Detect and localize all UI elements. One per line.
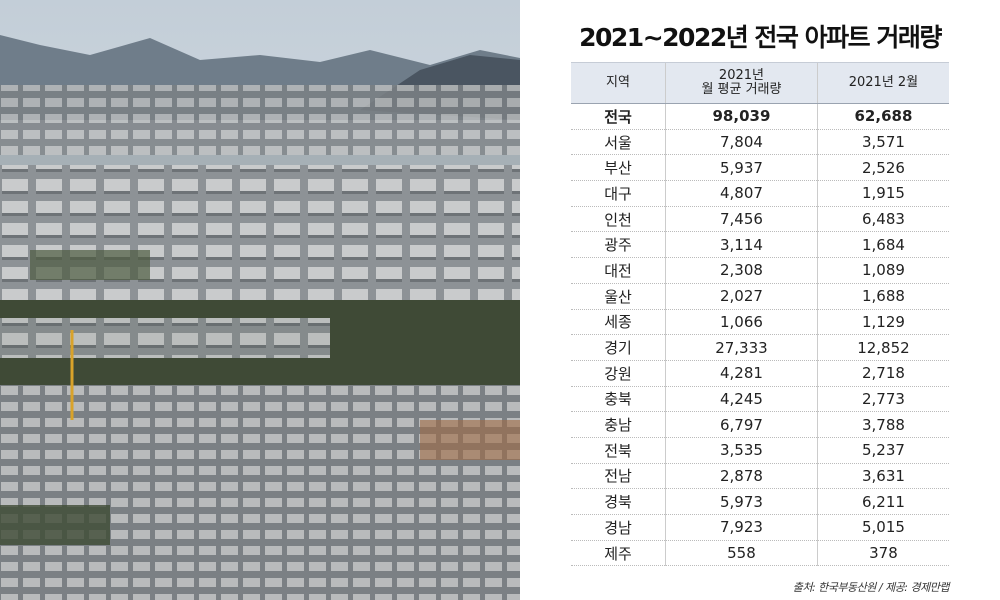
value-cell: 1,684 xyxy=(816,231,949,259)
table-row: 충남 6,797 3,788 xyxy=(571,411,949,438)
region-cell: 부산 xyxy=(571,154,666,182)
region-cell: 강원 xyxy=(571,360,666,387)
table-row: 부산 5,937 2,526 xyxy=(571,154,949,182)
table-row: 광주 3,114 1,684 xyxy=(571,231,949,259)
value-cell: 2,878 xyxy=(665,463,818,490)
table-row: 대구 4,807 1,915 xyxy=(571,180,949,207)
value-cell: 5,015 xyxy=(816,514,949,541)
region-cell: 충북 xyxy=(571,386,666,413)
value-cell: 7,804 xyxy=(665,129,818,156)
value-cell: 3,631 xyxy=(816,463,949,490)
value-cell: 5,973 xyxy=(665,488,818,515)
value-cell: 4,281 xyxy=(665,360,818,387)
region-cell: 광주 xyxy=(571,231,666,259)
value-cell: 3,114 xyxy=(665,231,818,259)
region-cell: 제주 xyxy=(571,540,666,567)
value-cell: 2,773 xyxy=(816,386,949,413)
value-cell: 1,089 xyxy=(816,257,949,284)
value-cell: 4,245 xyxy=(665,386,818,413)
value-cell: 7,456 xyxy=(665,206,818,233)
table-row: 전남 2,878 3,631 xyxy=(571,463,949,490)
value-cell: 7,923 xyxy=(665,514,818,541)
region-cell: 경북 xyxy=(571,488,666,515)
table-row: 경남 7,923 5,015 xyxy=(571,514,949,541)
table-row: 제주 558 378 xyxy=(571,540,949,567)
value-cell: 1,915 xyxy=(816,180,949,207)
value-cell: 6,797 xyxy=(665,411,818,438)
value-cell: 1,066 xyxy=(665,309,818,336)
header-cell: 2021년 월 평균 거래량 xyxy=(665,62,818,104)
value-cell: 3,788 xyxy=(816,411,949,438)
table-row: 울산 2,027 1,688 xyxy=(571,283,949,310)
region-cell: 세종 xyxy=(571,309,666,336)
table-row: 전북 3,535 5,237 xyxy=(571,437,949,464)
value-cell: 1,129 xyxy=(816,309,949,336)
region-cell: 울산 xyxy=(571,283,666,310)
region-cell: 전남 xyxy=(571,463,666,490)
value-cell: 3,535 xyxy=(665,437,818,464)
region-cell: 충남 xyxy=(571,411,666,438)
source-note: 출처: 한국부동산원 / 제공: 경제만랩 xyxy=(792,581,950,594)
value-cell: 3,571 xyxy=(816,129,949,156)
header-cell: 지역 xyxy=(571,62,666,104)
value-cell: 5,937 xyxy=(665,154,818,182)
region-cell: 경기 xyxy=(571,334,666,361)
value-cell: 6,483 xyxy=(816,206,949,233)
value-cell: 6,211 xyxy=(816,488,949,515)
table-row: 인천 7,456 6,483 xyxy=(571,206,949,233)
table-row: 경기 27,333 12,852 xyxy=(571,334,949,361)
table-row: 서울 7,804 3,571 xyxy=(571,129,949,156)
value-cell: 27,333 xyxy=(665,334,818,361)
region-cell: 서울 xyxy=(571,129,666,156)
header-row: 지역 2021년 월 평균 거래량 2021년 2월 xyxy=(571,62,949,104)
region-cell: 인천 xyxy=(571,206,666,233)
value-cell: 2,308 xyxy=(665,257,818,284)
value-cell: 1,688 xyxy=(816,283,949,310)
table-row: 충북 4,245 2,773 xyxy=(571,386,949,413)
table-row: 대전 2,308 1,089 xyxy=(571,257,949,284)
data-table: 지역 2021년 월 평균 거래량 2021년 2월 전국 98,039 62,688 서울… xyxy=(571,62,949,567)
city-photo xyxy=(0,0,520,600)
value-cell: 378 xyxy=(816,540,949,567)
table-row: 세종 1,066 1,129 xyxy=(571,309,949,336)
value-cell: 2,526 xyxy=(816,154,949,182)
region-cell: 경남 xyxy=(571,514,666,541)
value-cell: 2,718 xyxy=(816,360,949,387)
region-cell: 대구 xyxy=(571,180,666,207)
table-row: 경북 5,973 6,211 xyxy=(571,488,949,515)
value-cell: 4,807 xyxy=(665,180,818,207)
header-cell: 2021년 2월 xyxy=(816,62,949,104)
value-cell: 12,852 xyxy=(816,334,949,361)
region-cell: 전국 xyxy=(571,103,666,130)
value-cell: 5,237 xyxy=(816,437,949,464)
title: 2021~2022년 전국 아파트 거래량 xyxy=(579,23,942,52)
value-cell: 62,688 xyxy=(816,103,949,130)
value-cell: 98,039 xyxy=(665,103,818,130)
table-row: 전국 98,039 62,688 xyxy=(571,103,949,130)
region-cell: 전북 xyxy=(571,437,666,464)
value-cell: 558 xyxy=(665,540,818,567)
region-cell: 대전 xyxy=(571,257,666,284)
value-cell: 2,027 xyxy=(665,283,818,310)
table-row: 강원 4,281 2,718 xyxy=(571,360,949,387)
